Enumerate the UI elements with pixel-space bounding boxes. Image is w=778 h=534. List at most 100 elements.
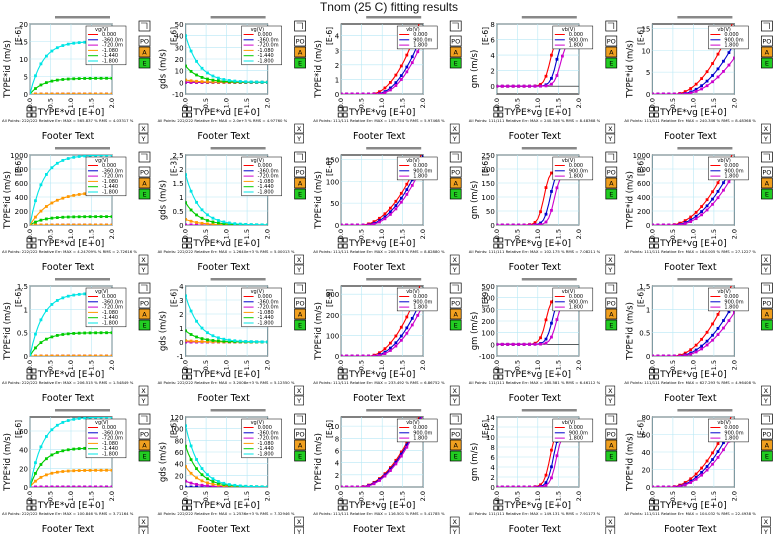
button-a[interactable]	[761, 439, 773, 451]
button-y[interactable]	[294, 395, 304, 406]
zoom-icon[interactable]	[654, 499, 659, 505]
scroll-bar[interactable]	[677, 278, 733, 281]
zoom-icon[interactable]	[493, 499, 499, 505]
button-a[interactable]	[761, 46, 773, 58]
button-y[interactable]	[761, 264, 771, 275]
zoom-icon[interactable]	[498, 499, 504, 505]
pan-icon[interactable]	[31, 112, 37, 118]
button-po[interactable]	[138, 166, 151, 178]
button-a[interactable]	[449, 46, 462, 58]
button-po[interactable]	[605, 166, 618, 178]
button-po[interactable]	[449, 297, 462, 309]
zoom-icon[interactable]	[26, 499, 32, 505]
zoom-icon[interactable]	[31, 237, 37, 243]
zoom-icon[interactable]	[182, 106, 188, 112]
button-a[interactable]	[449, 177, 462, 189]
zoom-icon[interactable]	[187, 237, 193, 243]
button-y[interactable]	[294, 264, 304, 275]
pan-icon[interactable]	[187, 243, 193, 249]
button-x[interactable]	[761, 254, 771, 265]
button-x[interactable]	[605, 123, 616, 134]
zoom-icon[interactable]	[498, 237, 504, 243]
button-e[interactable]	[449, 188, 462, 200]
button-y[interactable]	[294, 526, 304, 534]
button-a[interactable]	[605, 308, 618, 320]
button-e[interactable]	[761, 188, 773, 200]
zoom-icon[interactable]	[342, 106, 348, 112]
window-icon[interactable]	[449, 20, 462, 32]
window-icon[interactable]	[138, 151, 151, 163]
button-y[interactable]	[605, 526, 616, 534]
button-a[interactable]	[294, 439, 306, 451]
button-y[interactable]	[605, 133, 616, 144]
window-icon[interactable]	[449, 151, 462, 163]
button-a[interactable]	[761, 177, 773, 189]
button-a[interactable]	[605, 439, 618, 451]
button-y[interactable]	[761, 395, 771, 406]
button-x[interactable]	[138, 123, 149, 134]
pan-icon[interactable]	[498, 505, 504, 511]
button-a[interactable]	[761, 308, 773, 320]
zoom-icon[interactable]	[493, 106, 499, 112]
pan-icon[interactable]	[31, 374, 37, 380]
scroll-bar[interactable]	[210, 278, 266, 281]
zoom-icon[interactable]	[649, 499, 654, 505]
pan-icon[interactable]	[182, 374, 188, 380]
zoom-icon[interactable]	[26, 368, 32, 374]
zoom-icon[interactable]	[26, 237, 32, 243]
button-x[interactable]	[761, 123, 771, 134]
scroll-bar[interactable]	[366, 147, 422, 150]
button-x[interactable]	[449, 516, 460, 527]
pan-icon[interactable]	[337, 505, 343, 511]
button-e[interactable]	[138, 450, 151, 462]
button-x[interactable]	[294, 254, 304, 265]
button-y[interactable]	[449, 264, 460, 275]
button-e[interactable]	[449, 319, 462, 331]
pan-icon[interactable]	[498, 243, 504, 249]
button-po[interactable]	[138, 35, 151, 47]
button-y[interactable]	[449, 526, 460, 534]
window-icon[interactable]	[449, 413, 462, 425]
window-icon[interactable]	[605, 151, 618, 163]
pan-icon[interactable]	[31, 243, 37, 249]
pan-icon[interactable]	[649, 505, 654, 511]
zoom-icon[interactable]	[31, 368, 37, 374]
button-x[interactable]	[138, 385, 149, 396]
zoom-icon[interactable]	[187, 368, 193, 374]
scroll-bar[interactable]	[677, 409, 733, 412]
pan-icon[interactable]	[182, 243, 188, 249]
button-po[interactable]	[605, 297, 618, 309]
zoom-icon[interactable]	[187, 106, 193, 112]
window-icon[interactable]	[761, 151, 773, 163]
scroll-bar[interactable]	[55, 278, 110, 281]
button-e[interactable]	[605, 319, 618, 331]
scroll-bar[interactable]	[521, 147, 577, 150]
pan-icon[interactable]	[337, 374, 343, 380]
button-e[interactable]	[138, 57, 151, 69]
button-x[interactable]	[138, 516, 149, 527]
scroll-bar[interactable]	[210, 16, 266, 19]
window-icon[interactable]	[138, 20, 151, 32]
button-e[interactable]	[294, 319, 306, 331]
button-e[interactable]	[138, 319, 151, 331]
zoom-icon[interactable]	[649, 368, 654, 374]
window-icon[interactable]	[761, 413, 773, 425]
button-y[interactable]	[138, 526, 149, 534]
zoom-icon[interactable]	[649, 106, 654, 112]
button-a[interactable]	[449, 439, 462, 451]
pan-icon[interactable]	[654, 505, 659, 511]
pan-icon[interactable]	[493, 374, 499, 380]
button-x[interactable]	[294, 385, 304, 396]
scroll-bar[interactable]	[677, 16, 733, 19]
button-x[interactable]	[605, 254, 616, 265]
zoom-icon[interactable]	[649, 237, 654, 243]
pan-icon[interactable]	[649, 374, 654, 380]
zoom-icon[interactable]	[654, 106, 659, 112]
pan-icon[interactable]	[654, 374, 659, 380]
scroll-bar[interactable]	[521, 278, 577, 281]
button-a[interactable]	[138, 46, 151, 58]
button-e[interactable]	[294, 450, 306, 462]
button-x[interactable]	[761, 516, 771, 527]
zoom-icon[interactable]	[337, 106, 343, 112]
pan-icon[interactable]	[187, 505, 193, 511]
